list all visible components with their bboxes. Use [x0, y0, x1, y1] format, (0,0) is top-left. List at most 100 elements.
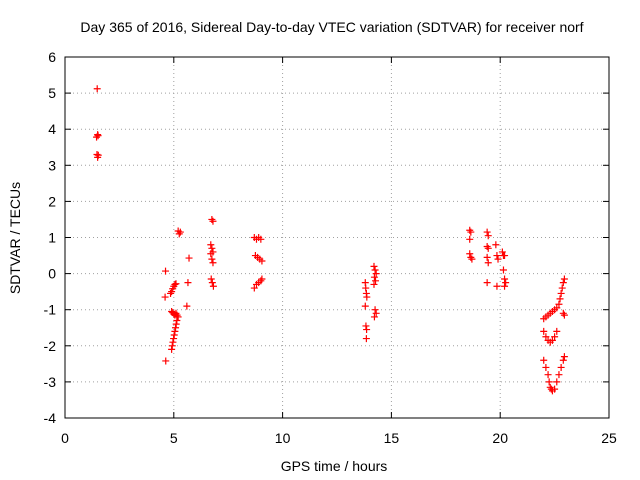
data-point — [560, 275, 568, 283]
data-point — [370, 262, 378, 270]
data-point — [183, 302, 191, 310]
data-point — [483, 228, 491, 236]
y-tick-label: 4 — [48, 121, 56, 137]
data-point — [172, 324, 180, 332]
data-point — [498, 248, 506, 256]
data-point — [484, 244, 492, 252]
y-tick-label: -2 — [44, 338, 57, 354]
x-tick-label: 15 — [384, 430, 400, 446]
data-point — [171, 327, 179, 335]
data-point — [209, 282, 217, 290]
data-point — [258, 275, 266, 283]
data-point — [467, 228, 475, 236]
data-point — [371, 266, 379, 274]
data-point — [169, 338, 177, 346]
data-point — [499, 266, 507, 274]
grid — [65, 57, 609, 418]
data-point — [209, 217, 217, 225]
data-point — [208, 279, 216, 287]
data-point — [494, 255, 502, 263]
data-point — [501, 282, 509, 290]
data-point — [558, 284, 566, 292]
x-tick-label: 25 — [601, 430, 617, 446]
data-point — [493, 252, 501, 260]
data-point — [208, 215, 216, 223]
y-tick-label: 5 — [48, 85, 56, 101]
data-point — [207, 275, 215, 283]
data-point — [542, 363, 550, 371]
data-point — [168, 342, 176, 350]
x-tick-label: 10 — [275, 430, 291, 446]
data-point — [466, 226, 474, 234]
data-point — [361, 302, 369, 310]
data-point — [545, 378, 553, 386]
data-point — [370, 280, 378, 288]
data-point — [184, 279, 192, 287]
data-point — [553, 378, 561, 386]
data-point — [555, 300, 563, 308]
data-point — [176, 228, 184, 236]
data-point — [502, 279, 510, 287]
data-point — [559, 309, 567, 317]
data-point — [94, 132, 102, 140]
data-point — [207, 250, 215, 258]
data-point — [168, 345, 176, 353]
data-point — [466, 235, 474, 243]
data-point — [553, 304, 561, 312]
data-point — [363, 326, 371, 334]
data-point — [557, 363, 565, 371]
data-point — [483, 253, 491, 261]
data-point — [162, 267, 170, 275]
data-point — [484, 259, 492, 267]
data-point — [258, 257, 266, 265]
data-point — [556, 295, 564, 303]
data-point — [208, 244, 216, 252]
data-point — [94, 151, 102, 159]
data-point — [540, 327, 548, 335]
data-point — [370, 313, 378, 321]
data-point — [555, 371, 563, 379]
data-point — [162, 357, 170, 365]
data-points — [93, 85, 568, 395]
y-tick-label: 1 — [48, 230, 56, 246]
data-point — [559, 279, 567, 287]
data-point — [372, 309, 380, 317]
data-point — [370, 273, 378, 281]
data-point — [250, 284, 258, 292]
x-tick-label: 5 — [170, 430, 178, 446]
y-tick-label: 0 — [48, 266, 56, 282]
data-point — [483, 279, 491, 287]
data-point — [466, 250, 474, 258]
data-point — [173, 313, 181, 321]
data-point — [557, 289, 565, 297]
y-axis-label: SDTVAR / TECUs — [7, 182, 23, 294]
data-point — [207, 241, 215, 249]
data-point — [93, 85, 101, 93]
data-point — [208, 255, 216, 263]
data-point — [170, 331, 178, 339]
data-point — [170, 335, 178, 343]
data-point — [484, 232, 492, 240]
data-point — [371, 306, 379, 314]
data-point — [483, 243, 491, 251]
data-point — [185, 254, 193, 262]
x-axis: 0 5 10 15 20 25 — [61, 57, 617, 446]
y-axis: -4 -3 -2 -1 0 1 2 3 4 5 6 — [44, 49, 609, 426]
data-point — [493, 282, 501, 290]
data-point — [553, 327, 561, 335]
data-point — [172, 280, 180, 288]
data-point — [467, 253, 475, 261]
data-point — [559, 356, 567, 364]
data-point — [540, 356, 548, 364]
data-point — [501, 275, 509, 283]
x-axis-label: GPS time / hours — [281, 458, 388, 474]
data-point — [560, 311, 568, 319]
data-point — [372, 277, 380, 285]
y-tick-label: -3 — [44, 374, 57, 390]
data-point — [173, 317, 181, 325]
data-point — [544, 371, 552, 379]
data-point — [363, 293, 371, 301]
data-point — [362, 335, 370, 343]
y-tick-label: 2 — [48, 193, 56, 209]
